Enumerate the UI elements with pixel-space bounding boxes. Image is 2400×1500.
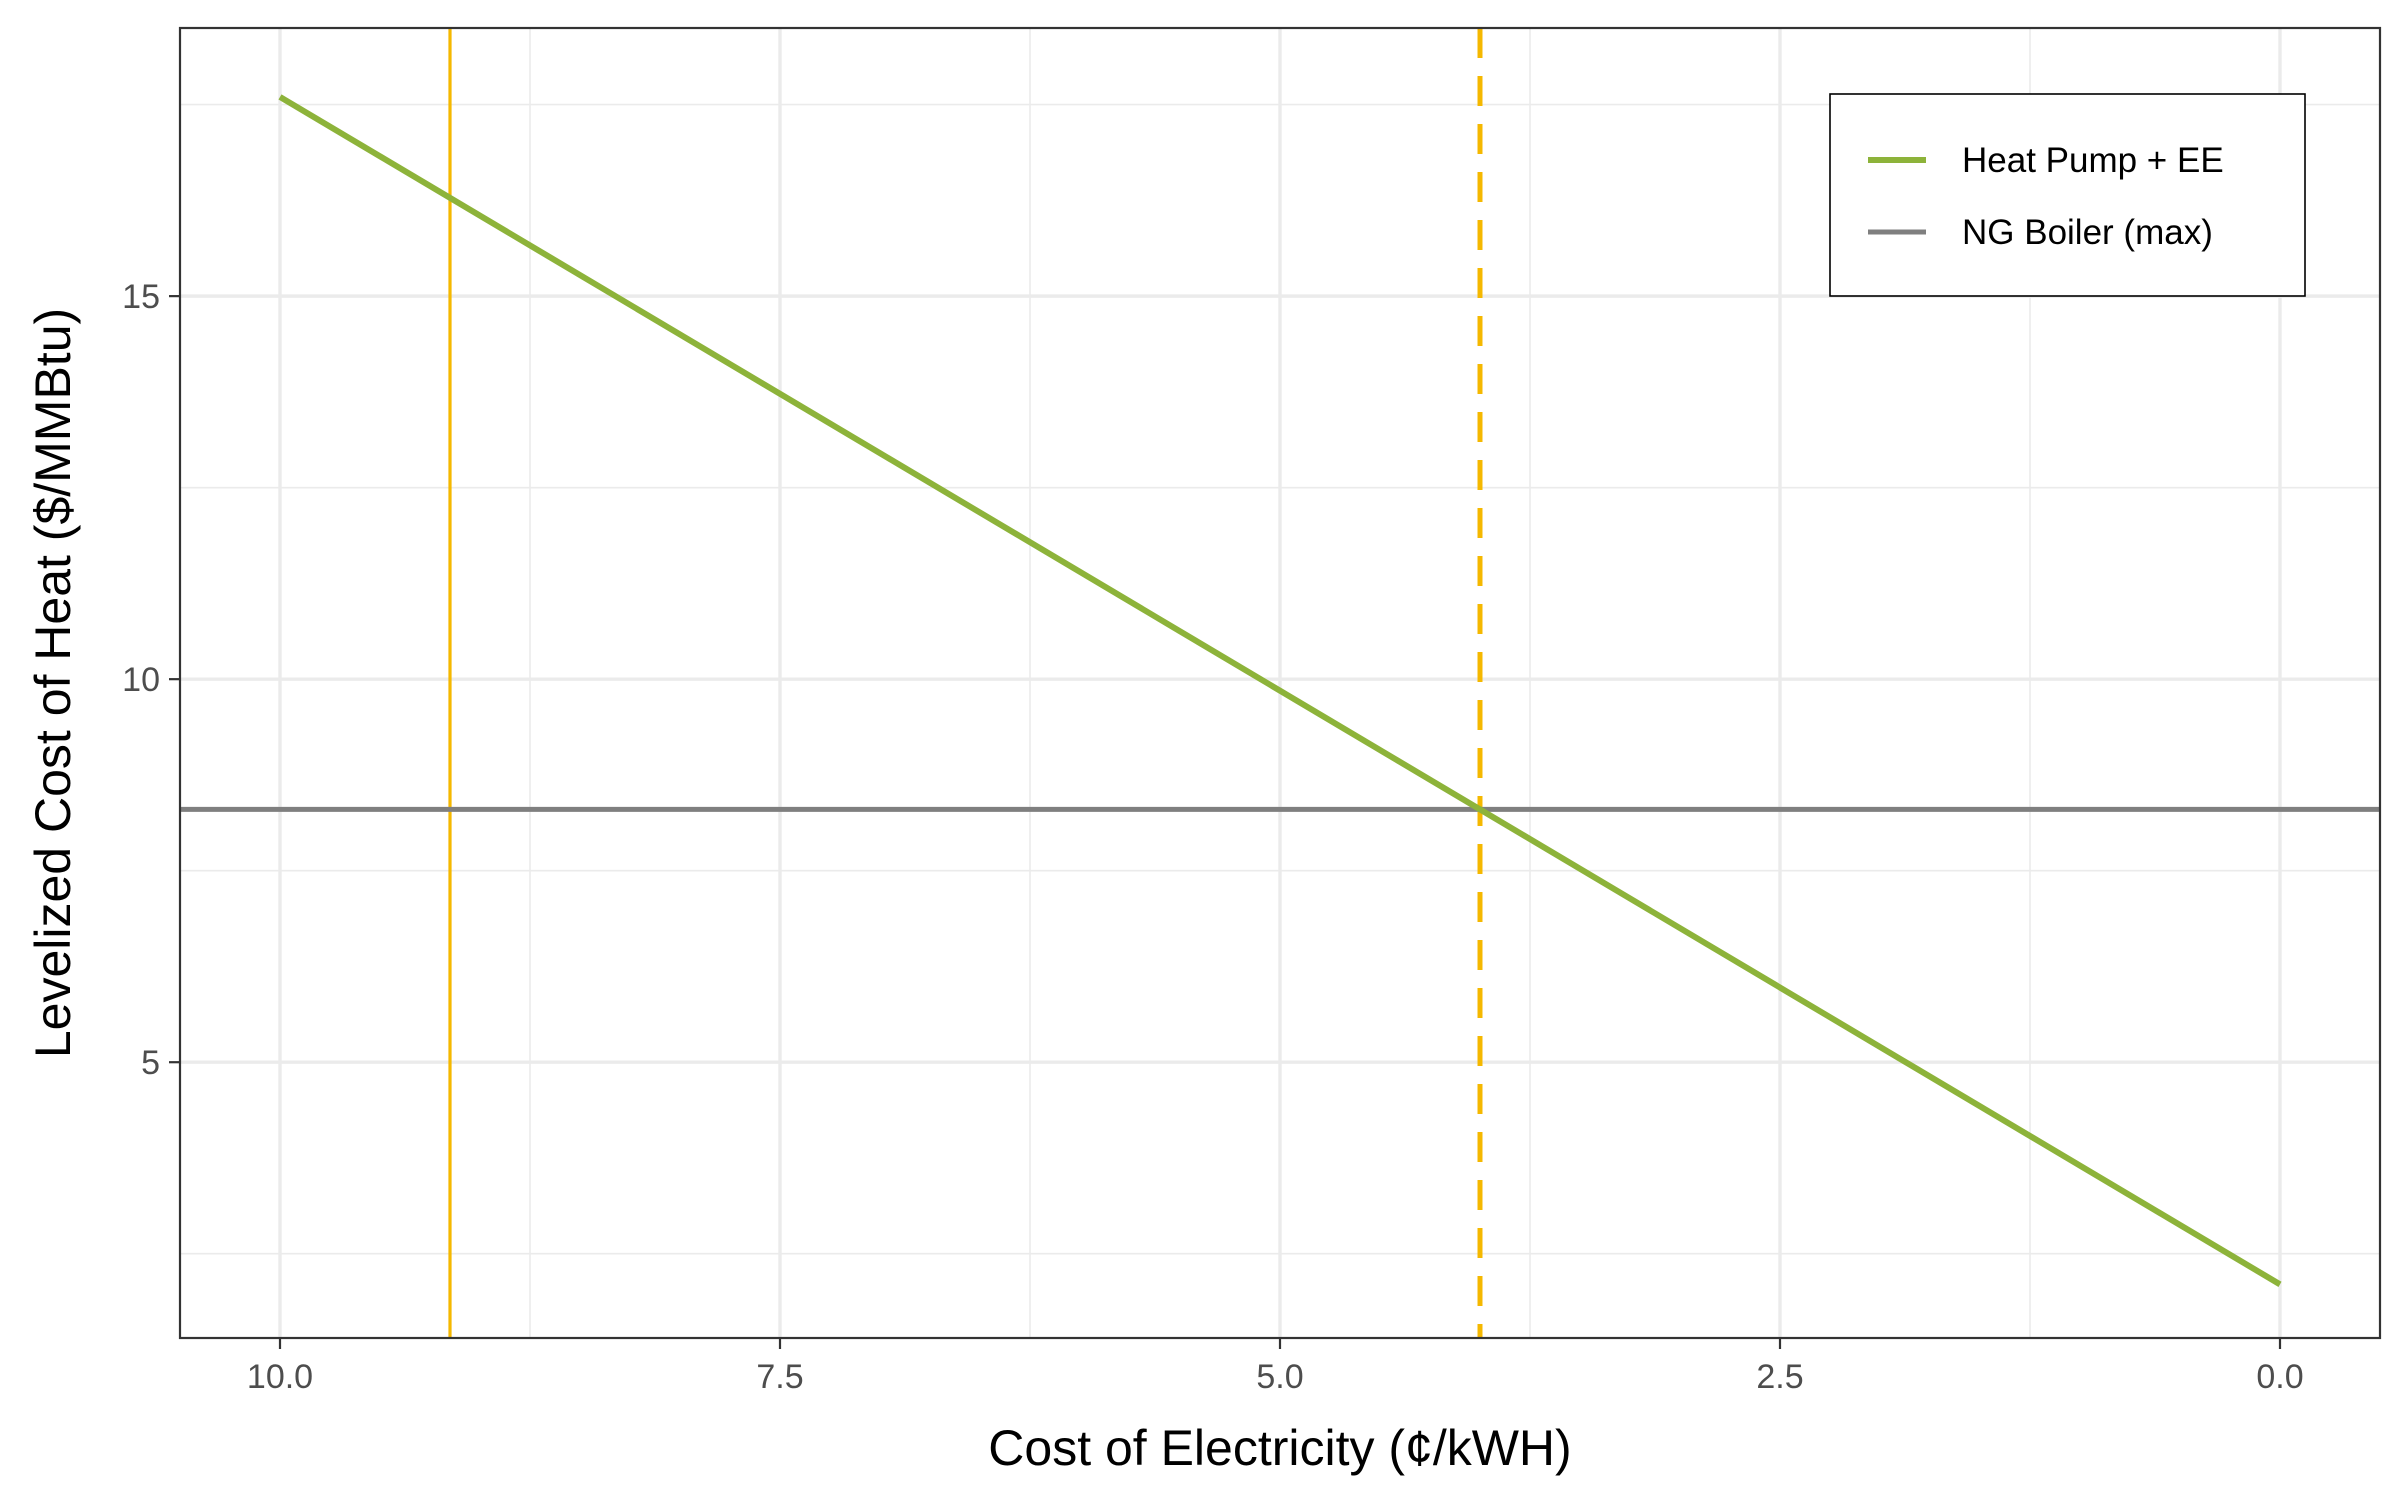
legend-box — [1829, 93, 2306, 297]
x-axis-title: Cost of Electricity (¢/kWH) — [988, 1420, 1571, 1476]
series-lines — [180, 94, 2380, 1287]
y-tick-label: 5 — [141, 1044, 160, 1082]
y-tick-label: 10 — [122, 661, 160, 699]
legend: Heat Pump + EE NG Boiler (max) — [1829, 93, 2306, 297]
y-tick-label: 15 — [122, 278, 160, 316]
series-line-heat-pump — [278, 94, 2282, 1287]
reference-lines — [448, 28, 1483, 1338]
legend-entry-label: NG Boiler (max) — [1962, 213, 2213, 252]
x-tick-label: 0.0 — [2256, 1358, 2303, 1396]
x-tick-label: 10.0 — [247, 1358, 313, 1396]
x-tick-label: 2.5 — [1756, 1358, 1803, 1396]
x-tick-label: 7.5 — [756, 1358, 803, 1396]
x-tick-label: 5.0 — [1256, 1358, 1303, 1396]
legend-entry-label: Heat Pump + EE — [1962, 141, 2224, 180]
y-axis-title: Levelized Cost of Heat ($/MMBtu) — [25, 308, 81, 1058]
axis-ticks: 10.0 7.5 5.0 2.5 0.0 5 10 15 — [122, 278, 2303, 1396]
